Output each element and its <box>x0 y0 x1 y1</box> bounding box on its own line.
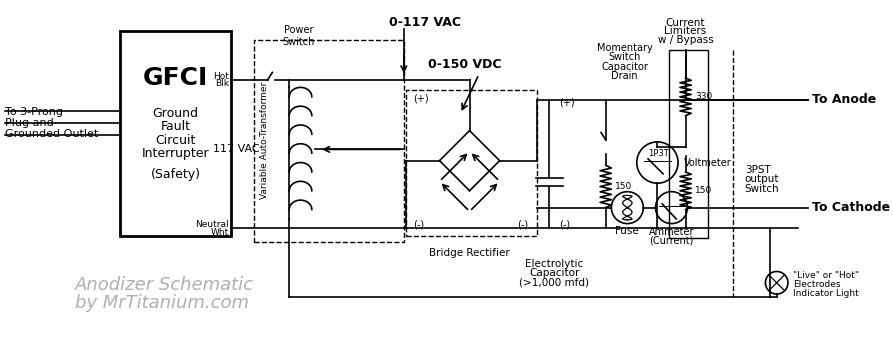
Text: 150: 150 <box>695 186 713 195</box>
Text: (+): (+) <box>413 94 429 104</box>
Text: Switch: Switch <box>608 52 640 62</box>
Text: (Current): (Current) <box>649 236 694 246</box>
Text: (>1,000 mfd): (>1,000 mfd) <box>519 278 589 288</box>
Text: GFCI: GFCI <box>143 66 208 90</box>
Text: Wht: Wht <box>211 227 230 237</box>
Text: Ammeter: Ammeter <box>648 227 694 237</box>
Text: Fuse: Fuse <box>615 226 639 236</box>
Text: To Anode: To Anode <box>813 93 877 106</box>
Text: (Safety): (Safety) <box>151 168 201 181</box>
Text: "Live" or "Hot": "Live" or "Hot" <box>793 271 859 280</box>
Text: Ground: Ground <box>153 107 198 120</box>
Text: Voltmeter: Voltmeter <box>684 158 731 168</box>
Text: Electrodes: Electrodes <box>793 280 840 289</box>
Text: Switch: Switch <box>745 184 780 194</box>
Text: 0-150 VDC: 0-150 VDC <box>428 58 502 71</box>
Text: Power
Switch: Power Switch <box>282 25 315 47</box>
Text: (+): (+) <box>559 97 574 107</box>
Text: 1P3T: 1P3T <box>648 149 669 158</box>
Text: (-): (-) <box>413 220 424 229</box>
Text: 0-117 VAC: 0-117 VAC <box>389 16 462 29</box>
Text: Variable Auto-Transformer: Variable Auto-Transformer <box>261 81 270 199</box>
Text: 330: 330 <box>695 92 713 101</box>
Text: Current: Current <box>666 18 705 28</box>
Text: Fault: Fault <box>161 120 190 133</box>
Text: 3PST: 3PST <box>745 165 771 175</box>
Text: Hot: Hot <box>213 71 230 81</box>
Text: Grounded Outlet: Grounded Outlet <box>4 129 98 140</box>
Text: Interrupter: Interrupter <box>142 147 210 160</box>
Text: Neutral: Neutral <box>196 220 230 229</box>
Text: Indicator Light: Indicator Light <box>793 289 858 298</box>
Bar <box>405 90 538 236</box>
Text: w / Bypass: w / Bypass <box>658 35 714 44</box>
Text: Momentary: Momentary <box>597 43 653 53</box>
Text: by MrTitanium.com: by MrTitanium.com <box>75 294 249 313</box>
Text: Capacitor: Capacitor <box>529 268 580 278</box>
Text: Electrolytic: Electrolytic <box>525 259 583 269</box>
Text: Plug and: Plug and <box>4 118 54 128</box>
Text: (-): (-) <box>559 220 570 229</box>
Text: 117 VAC: 117 VAC <box>213 144 260 154</box>
Text: Circuit: Circuit <box>155 133 196 146</box>
Text: Limiters: Limiters <box>664 26 706 36</box>
Text: Drain: Drain <box>611 71 638 81</box>
Bar <box>254 40 404 242</box>
Text: Blk: Blk <box>215 79 230 88</box>
Bar <box>121 31 231 236</box>
Bar <box>669 50 708 238</box>
Text: 150: 150 <box>615 183 632 192</box>
Text: Capacitor: Capacitor <box>601 62 648 72</box>
Text: output: output <box>745 174 780 184</box>
Text: To Cathode: To Cathode <box>813 201 890 214</box>
Text: Bridge Rectifier: Bridge Rectifier <box>430 248 510 258</box>
Text: To 3-Prong: To 3-Prong <box>4 107 63 117</box>
Text: Anodizer Schematic: Anodizer Schematic <box>75 276 255 294</box>
Text: (-): (-) <box>517 220 528 229</box>
